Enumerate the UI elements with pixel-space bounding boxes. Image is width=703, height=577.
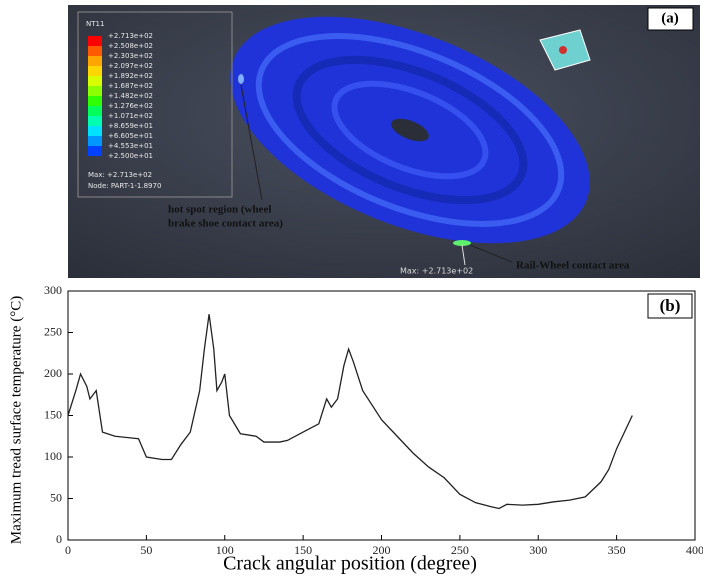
legend-band [88, 76, 102, 86]
x-axis-label: Crack angular position (degree) [223, 553, 477, 575]
legend-band [88, 106, 102, 116]
y-tick-label: 100 [44, 449, 62, 463]
x-tick-label: 0 [65, 543, 71, 557]
annotation: Rail-Wheel contact area [516, 260, 630, 272]
legend-value: +8.659e+01 [108, 122, 153, 130]
legend-value: +1.071e+02 [108, 112, 153, 120]
legend-band [88, 126, 102, 136]
x-tick-label: 50 [140, 543, 152, 557]
legend-band [88, 96, 102, 106]
x-tick-label: 300 [529, 543, 547, 557]
legend-value: +2.303e+02 [108, 52, 153, 60]
y-axis-label: Maximum tread surface temperature (°C) [8, 296, 24, 544]
x-tick-label: 150 [294, 543, 312, 557]
annotation: Max: +2.713e+02 [400, 267, 473, 276]
legend-value: +1.276e+02 [108, 102, 153, 110]
y-tick-label: 0 [56, 532, 62, 546]
y-tick-label: 200 [44, 366, 62, 380]
annotation: hot spot region (wheel [168, 204, 271, 216]
legend-max: Max: +2.713e+02 [88, 171, 152, 179]
legend-band [88, 56, 102, 66]
legend-node: Node: PART-1-1.8970 [88, 182, 161, 190]
y-tick-label: 50 [50, 490, 62, 504]
line-chart: (b) Crack angular position (degree) Maxi… [8, 283, 703, 575]
annotation: brake shoe contact area) [168, 218, 283, 230]
legend-value: +1.892e+02 [108, 72, 153, 80]
x-tick-label: 350 [608, 543, 626, 557]
legend-band [88, 36, 102, 46]
y-tick-label: 250 [44, 324, 62, 338]
y-tick-label: 300 [44, 283, 62, 297]
legend-title: NT11 [86, 20, 104, 28]
legend-band [88, 46, 102, 56]
x-tick-label: 200 [373, 543, 391, 557]
x-tick-label: 100 [216, 543, 234, 557]
chart-title: (b) [660, 296, 681, 315]
x-tick-label: 400 [686, 543, 703, 557]
panel-label: (a) [661, 10, 679, 26]
legend-band [88, 86, 102, 96]
legend-value: +6.605e+01 [108, 132, 153, 140]
hot-spot [238, 74, 244, 84]
legend-value: +2.097e+02 [108, 62, 153, 70]
legend-value: +2.508e+02 [108, 42, 153, 50]
legend-value: +2.500e+01 [108, 152, 153, 160]
legend-band [88, 136, 102, 146]
x-tick-label: 250 [451, 543, 469, 557]
figure: (a) NT11 +2.713e+02 +2.508e+02 +2.303e+02 +… [0, 0, 703, 577]
legend-value: +4.553e+01 [108, 142, 153, 150]
legend-band [88, 66, 102, 76]
legend-value: +1.482e+02 [108, 92, 153, 100]
legend-band [88, 116, 102, 126]
legend-value: +1.687e+02 [108, 82, 153, 90]
y-tick-label: 150 [44, 407, 62, 421]
legend-value: +2.713e+02 [108, 32, 153, 40]
legend-band [88, 146, 102, 156]
fea-panel: (a) NT11 +2.713e+02 +2.508e+02 +2.303e+02 +… [68, 0, 700, 289]
plot-frame [68, 291, 695, 540]
